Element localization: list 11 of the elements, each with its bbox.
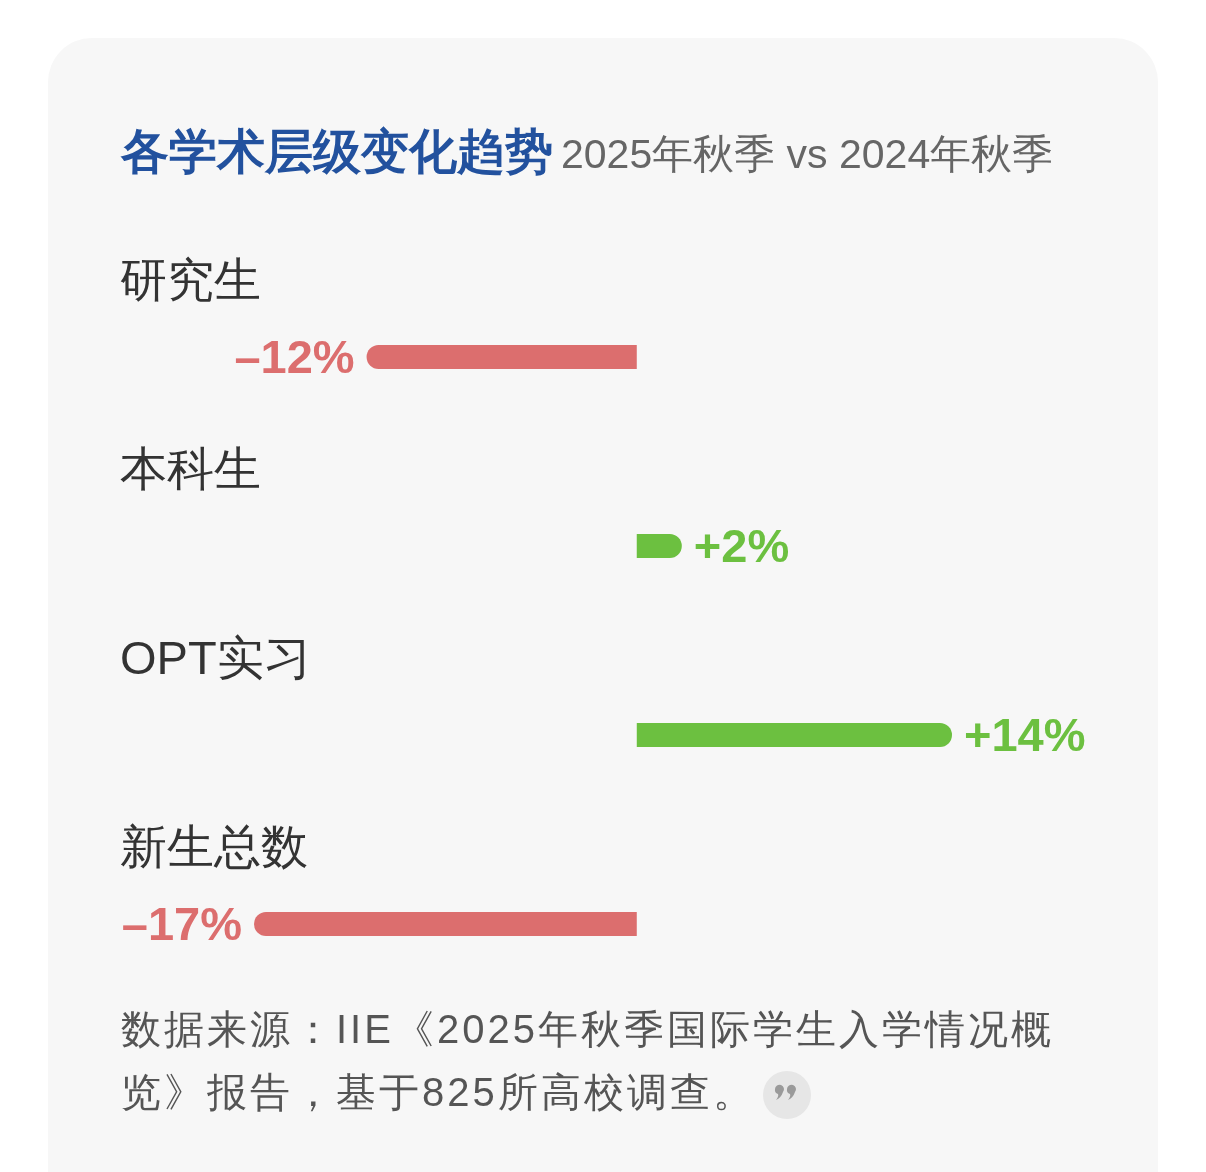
y-tick-label: 本科生 bbox=[120, 441, 261, 497]
data-label: +2% bbox=[693, 518, 790, 574]
data-label: –17% bbox=[121, 896, 242, 952]
y-tick-label: 研究生 bbox=[120, 252, 261, 308]
y-tick-label: 新生总数 bbox=[120, 819, 308, 875]
chart-title: 各学术层级变化趋势 bbox=[121, 125, 553, 178]
y-tick-label: OPT实习 bbox=[120, 630, 311, 686]
chart-subtitle: 2025年秋季 vs 2024年秋季 bbox=[561, 131, 1054, 177]
data-label: –12% bbox=[234, 329, 355, 385]
data-label: +14% bbox=[964, 707, 1086, 763]
source-note: 数据来源：IIE《2025年秋季国际学生入学情况概览》报告，基于825所高校调查。 bbox=[121, 1007, 1054, 1114]
